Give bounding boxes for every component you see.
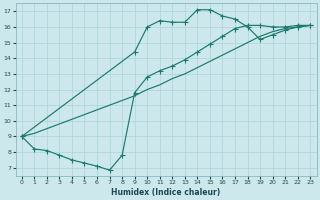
X-axis label: Humidex (Indice chaleur): Humidex (Indice chaleur) [111,188,221,197]
